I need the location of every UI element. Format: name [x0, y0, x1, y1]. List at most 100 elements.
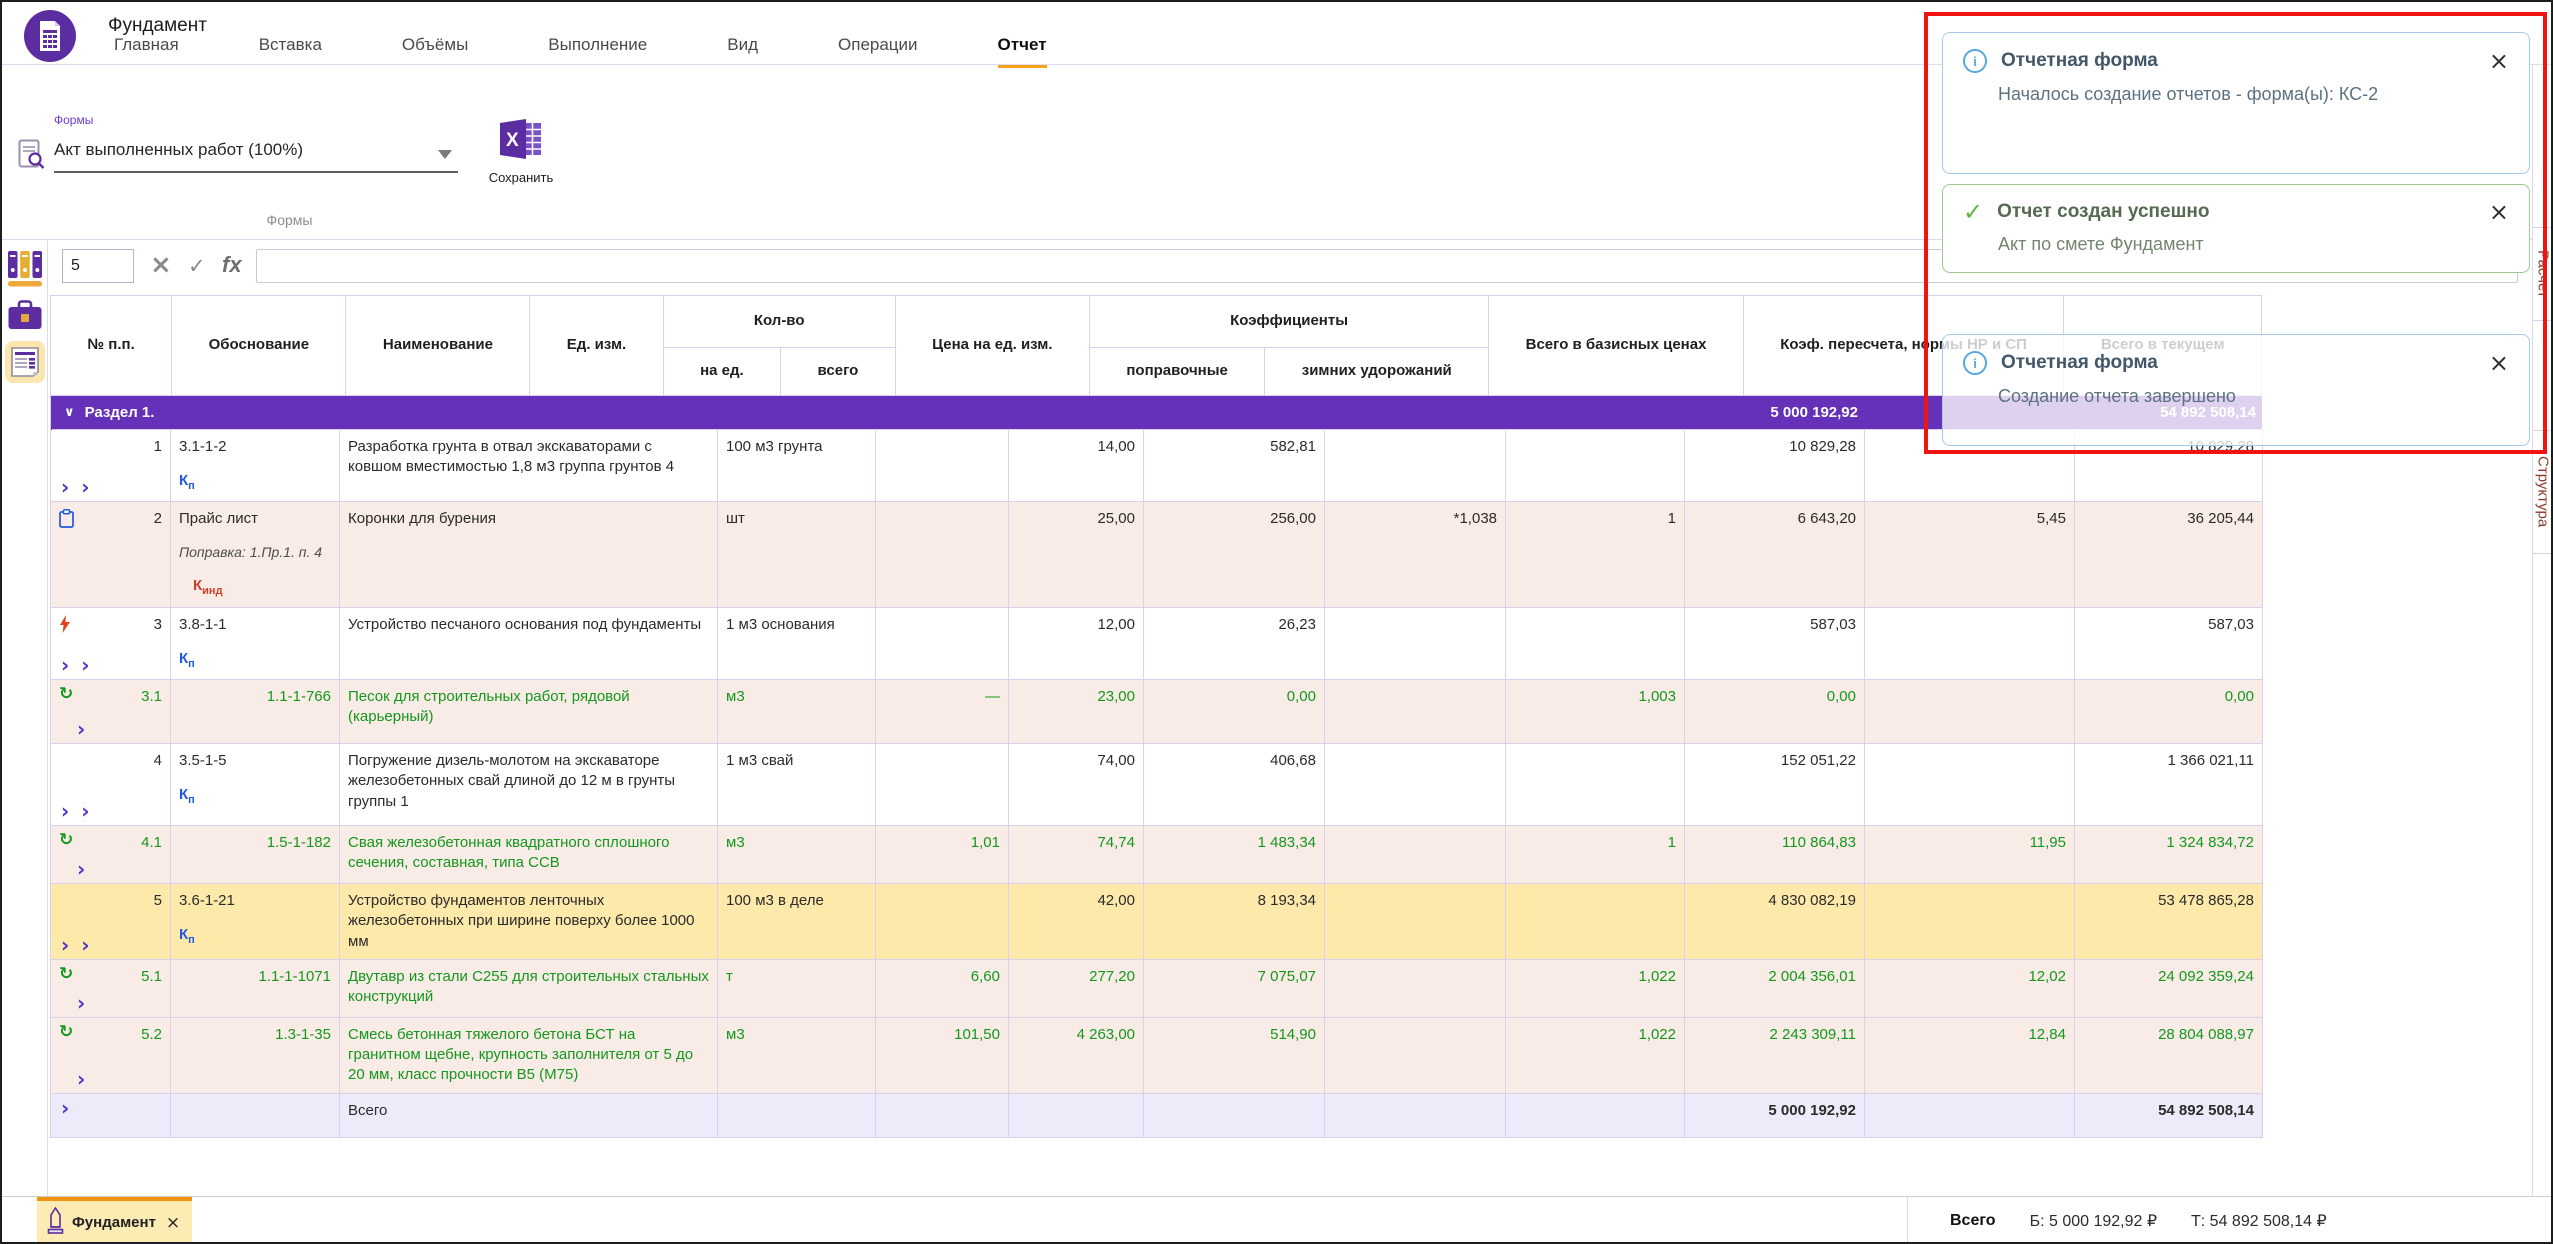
cell-coef-winter[interactable]: 1,022	[1506, 1017, 1685, 1094]
coefficient-badge[interactable]: Кинд	[193, 577, 223, 598]
cell-coef-winter[interactable]	[1506, 744, 1685, 827]
cell-coef-adj[interactable]: *1,038	[1325, 502, 1506, 609]
cell-unit[interactable]: м3	[718, 826, 876, 885]
cell-price[interactable]: 1 483,34	[1144, 826, 1325, 885]
binders-icon[interactable]	[5, 248, 45, 290]
cell-coef-winter[interactable]	[1506, 430, 1685, 503]
cell-coef-winter[interactable]: 1	[1506, 502, 1685, 609]
expand-chevron-icon[interactable]: ›	[81, 799, 90, 824]
cell-coef-adj[interactable]	[1325, 744, 1506, 827]
cell-num[interactable]: ↻ 5.2 ›	[51, 1017, 171, 1094]
cell-basis[interactable]: 1.3-1-35	[171, 1017, 340, 1094]
cell-coef-winter[interactable]	[1506, 608, 1685, 681]
cell-total-base[interactable]: 2 004 356,01	[1685, 959, 1865, 1018]
cell-qty-total[interactable]: 74,74	[1009, 826, 1144, 885]
cell-total-current[interactable]: 0,00	[2075, 680, 2263, 745]
cell-price[interactable]: 256,00	[1144, 502, 1325, 609]
coefficient-badge[interactable]: Кп	[179, 786, 195, 807]
cell-basis[interactable]: 1.5-1-182	[171, 826, 340, 885]
cell-unit[interactable]: 1 м3 свай	[718, 744, 876, 827]
cell-total-base[interactable]: 6 643,20	[1685, 502, 1865, 609]
cell-num[interactable]: ↻ 4.1 ›	[51, 826, 171, 885]
tab-отчет[interactable]: Отчет	[997, 35, 1047, 68]
side-tab-raschet[interactable]: Расчет	[2533, 227, 2551, 321]
cell-total-base[interactable]: 0,00	[1685, 680, 1865, 745]
cell-coef-recalc[interactable]: 12,02	[1865, 959, 2075, 1018]
side-tab-struktura[interactable]: Структура	[2533, 430, 2551, 554]
cell-total-base[interactable]: 587,03	[1685, 608, 1865, 681]
cell-unit[interactable]: шт	[718, 502, 876, 609]
table-row[interactable]: ↻ 5.2 › 1.3-1-35 Смесь бетонная тяжелого бет…	[51, 1017, 2263, 1094]
expand-chevron-icon[interactable]: ›	[61, 475, 70, 500]
cell-basis[interactable]: 1.1-1-766	[171, 680, 340, 745]
cell-qty-total[interactable]: 277,20	[1009, 959, 1144, 1018]
cell-unit[interactable]	[718, 1093, 876, 1138]
cell-coef-recalc[interactable]: 12,84	[1865, 1017, 2075, 1094]
cell-coef-adj[interactable]	[1325, 680, 1506, 745]
cell-basis[interactable]: 3.8-1-1 Кп	[171, 608, 340, 681]
cell-coef-winter[interactable]	[1506, 884, 1685, 960]
expand-chevron-icon[interactable]: ›	[61, 799, 70, 824]
cell-unit[interactable]: м3	[718, 1017, 876, 1094]
cell-total-current[interactable]: 1 324 834,72	[2075, 826, 2263, 885]
cell-coef-winter[interactable]	[1506, 1093, 1685, 1138]
cell-num[interactable]: ↻ 3.1 ›	[51, 680, 171, 745]
cell-qty-total[interactable]: 42,00	[1009, 884, 1144, 960]
cell-num[interactable]: ›	[51, 1093, 171, 1138]
coefficient-badge[interactable]: Кп	[179, 926, 195, 947]
chevron-down-icon[interactable]	[438, 150, 452, 159]
cell-unit[interactable]: т	[718, 959, 876, 1018]
cell-total-current[interactable]: 24 092 359,24	[2075, 959, 2263, 1018]
cell-unit[interactable]: м3	[718, 680, 876, 745]
cell-qty-unit[interactable]: 1,01	[876, 826, 1009, 885]
cell-price[interactable]	[1144, 1093, 1325, 1138]
cell-total-current[interactable]: 54 892 508,14	[2075, 1093, 2263, 1138]
cell-price[interactable]: 8 193,34	[1144, 884, 1325, 960]
cell-qty-unit[interactable]	[876, 608, 1009, 681]
cell-name[interactable]: Устройство фундаментов ленточных железоб…	[340, 884, 718, 960]
cell-total-current[interactable]: 28 804 088,97	[2075, 1017, 2263, 1094]
cell-basis[interactable]: 3.1-1-2 Кп	[171, 430, 340, 503]
table-row[interactable]: 2 Прайс лист Поправка: 1.Пр.1. п. 4 Кинд Кор…	[51, 502, 2263, 609]
cell-qty-unit[interactable]	[876, 1093, 1009, 1138]
coefficient-badge[interactable]: Кп	[179, 650, 195, 671]
cell-total-current[interactable]: 53 478 865,28	[2075, 884, 2263, 960]
cell-name[interactable]: Разработка грунта в отвал экскаваторами …	[340, 430, 718, 503]
cell-name[interactable]: Свая железобетонная квадратного сплошног…	[340, 826, 718, 885]
cell-qty-total[interactable]: 23,00	[1009, 680, 1144, 745]
expand-chevron-icon[interactable]: ›	[77, 857, 86, 882]
cell-name[interactable]: Песок для строительных работ, рядовой (к…	[340, 680, 718, 745]
close-icon[interactable]: ×	[2488, 47, 2509, 75]
table-row[interactable]: ↻ 3.1 › 1.1-1-766 Песок для строительных раб…	[51, 680, 2263, 745]
table-row[interactable]: ↻ 5.1 › 1.1-1-1071 Двутавр из стали С255 для…	[51, 959, 2263, 1018]
cell-total-base[interactable]: 2 243 309,11	[1685, 1017, 1865, 1094]
cell-coef-winter[interactable]: 1,022	[1506, 959, 1685, 1018]
tab-объёмы[interactable]: Объёмы	[401, 35, 469, 54]
row-number-input[interactable]	[62, 249, 134, 283]
table-row[interactable]: 1 › › 3.1-1-2 Кп Разработка грунта в отвал эк…	[51, 430, 2263, 503]
table-row[interactable]: 4 › › 3.5-1-5 Кп Погружение дизель-молотом на…	[51, 744, 2263, 827]
expand-chevron-icon[interactable]: ›	[81, 932, 90, 957]
cell-total-base[interactable]: 110 864,83	[1685, 826, 1865, 885]
cell-name[interactable]: Всего	[340, 1093, 718, 1138]
expand-chevron-icon[interactable]: ›	[81, 475, 90, 500]
cell-total-base[interactable]: 5 000 192,92	[1685, 1093, 1865, 1138]
cell-name[interactable]: Погружение дизель-молотом на экскаваторе…	[340, 744, 718, 827]
cell-coef-recalc[interactable]	[1865, 744, 2075, 827]
cell-coef-recalc[interactable]	[1865, 430, 2075, 503]
cell-coef-adj[interactable]	[1325, 608, 1506, 681]
tab-вставка[interactable]: Вставка	[258, 35, 322, 54]
cell-basis[interactable]: 1.1-1-1071	[171, 959, 340, 1018]
cell-basis[interactable]: 3.5-1-5 Кп	[171, 744, 340, 827]
sheet-icon[interactable]	[4, 341, 45, 383]
cell-qty-unit[interactable]	[876, 430, 1009, 503]
cell-coef-winter[interactable]: 1,003	[1506, 680, 1685, 745]
cell-name[interactable]: Смесь бетонная тяжелого бетона БСТ на гр…	[340, 1017, 718, 1094]
cell-name[interactable]: Коронки для бурения	[340, 502, 718, 609]
close-icon[interactable]: ×	[165, 1212, 181, 1233]
tab-операции[interactable]: Операции	[838, 35, 918, 54]
cell-price[interactable]: 0,00	[1144, 680, 1325, 745]
cell-num[interactable]: 4 › ›	[51, 744, 171, 827]
coefficient-badge[interactable]: Кп	[179, 472, 195, 493]
